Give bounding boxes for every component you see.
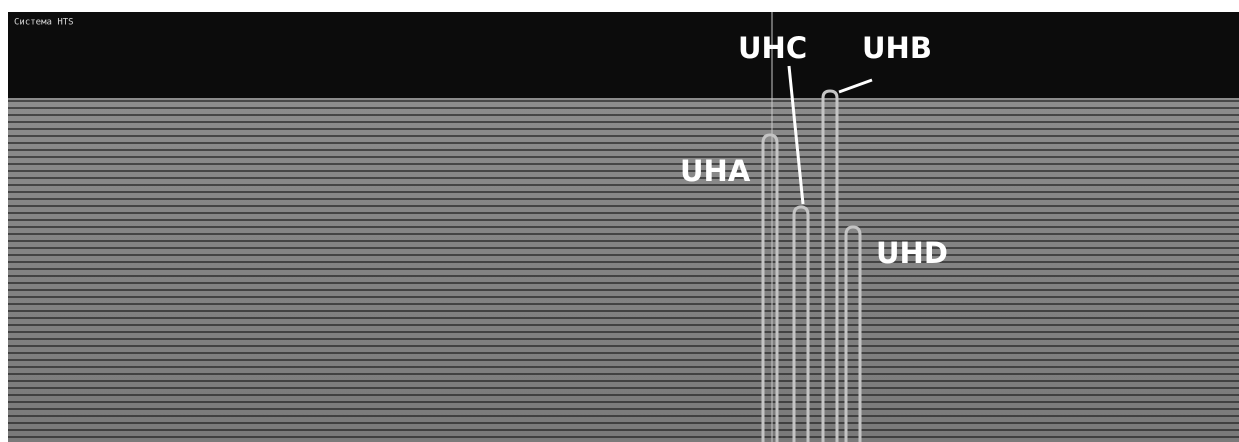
peak-label: UHC (738, 31, 807, 65)
peak-label: UHD (876, 236, 948, 270)
system-title: Система HTS (14, 18, 74, 28)
header-bar (8, 12, 1239, 98)
screen: Система HTS UHC UHB UHA UHD (0, 0, 1239, 442)
peak-label: UHA (680, 154, 751, 188)
peak-label: UHB (862, 31, 932, 65)
page: {"header": {"title": "Система HTS"}, "pe… (0, 0, 1239, 442)
